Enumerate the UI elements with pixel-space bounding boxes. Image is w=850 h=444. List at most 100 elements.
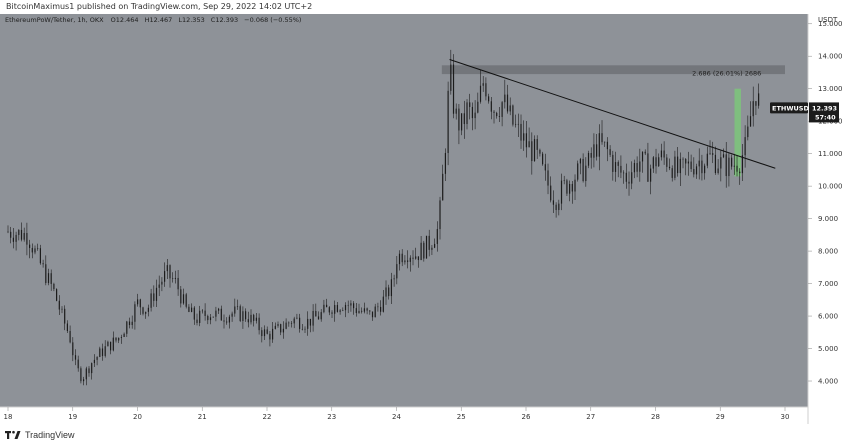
- candle: [266, 326, 268, 335]
- price-axis-tick-label: 4.000: [818, 378, 838, 386]
- candle: [752, 86, 754, 127]
- candle-body: [398, 253, 401, 265]
- candle-body: [266, 329, 268, 334]
- candle: [428, 229, 430, 257]
- candle: [110, 341, 112, 355]
- candle-body: [633, 163, 636, 173]
- candle: [191, 303, 193, 313]
- candle-body: [142, 307, 144, 314]
- candle: [663, 141, 665, 165]
- candle: [458, 103, 460, 145]
- candle: [361, 307, 363, 314]
- candle-body: [569, 183, 571, 194]
- candle: [255, 312, 258, 324]
- candle-body: [666, 157, 668, 167]
- candle: [158, 275, 160, 297]
- candle: [747, 115, 749, 141]
- candle-body: [104, 346, 106, 356]
- candle: [223, 314, 225, 329]
- candle-body: [307, 318, 309, 329]
- candle-body: [690, 161, 692, 170]
- candle-body: [722, 154, 725, 158]
- candle-body: [560, 180, 563, 204]
- candle: [655, 148, 657, 174]
- candle: [80, 366, 82, 384]
- candle: [498, 106, 501, 122]
- candle-body: [628, 181, 630, 184]
- candlestick-chart[interactable]: 4.000 5.000 6.000 7.000 8.000 9.000 10.000 11.0…: [0, 14, 850, 424]
- candle: [471, 102, 474, 131]
- candle: [193, 306, 195, 325]
- candle: [301, 324, 303, 331]
- candle-body: [720, 157, 722, 169]
- candle-body: [415, 256, 417, 259]
- candle: [366, 307, 368, 315]
- candle: [174, 270, 177, 284]
- candle: [558, 199, 560, 216]
- candle: [58, 295, 60, 315]
- candle: [93, 354, 96, 367]
- candle-body: [709, 153, 711, 154]
- candle-body: [515, 124, 517, 125]
- candle-body: [255, 317, 258, 321]
- candle: [731, 154, 733, 170]
- candle-body: [7, 231, 9, 233]
- candle-body: [228, 316, 231, 323]
- candle: [26, 222, 28, 256]
- candle: [145, 311, 147, 319]
- candle: [239, 304, 241, 323]
- candle-body: [150, 293, 152, 308]
- candle: [598, 124, 600, 171]
- price-axis-tick-label: 7.000: [818, 280, 838, 288]
- footer-brand: TradingView: [25, 430, 75, 440]
- candle-body: [596, 144, 598, 157]
- candle-body: [18, 229, 20, 235]
- candle-body: [285, 322, 287, 329]
- plot-background: [0, 14, 808, 407]
- legend-high-value: 12.467: [150, 16, 173, 24]
- chart-area[interactable]: 4.000 5.000 6.000 7.000 8.000 9.000 10.000 11.0…: [0, 14, 850, 424]
- candle-body: [299, 317, 301, 329]
- candle: [23, 227, 25, 242]
- candle: [261, 327, 263, 343]
- candle: [188, 304, 190, 313]
- candle-body: [196, 319, 198, 323]
- candle: [493, 110, 495, 124]
- candle-body: [61, 308, 63, 310]
- candle-body: [558, 203, 560, 211]
- candle-body: [309, 318, 312, 326]
- candle: [571, 181, 573, 204]
- candle-body: [277, 324, 279, 326]
- candle-body: [590, 153, 592, 158]
- candle: [269, 330, 271, 347]
- price-axis-unit: USDT: [818, 16, 838, 24]
- candle: [339, 309, 341, 315]
- candle: [442, 164, 444, 201]
- candle: [463, 100, 465, 139]
- candle-body: [523, 133, 525, 141]
- candle: [355, 302, 357, 317]
- candle: [444, 148, 447, 181]
- candle-body: [747, 126, 749, 138]
- candle: [531, 132, 533, 175]
- candle: [45, 255, 47, 286]
- legend-symbol: EthereumPoW/Tether, 1h, OKX: [5, 16, 104, 24]
- candle-body: [604, 141, 606, 143]
- resistance-zone: [441, 65, 785, 75]
- candle: [66, 320, 69, 334]
- candle: [439, 196, 441, 240]
- candle: [137, 293, 139, 307]
- candle: [353, 301, 355, 315]
- candle-body: [342, 310, 344, 311]
- candle-body: [15, 234, 17, 242]
- candle: [37, 243, 39, 251]
- candle: [477, 92, 479, 114]
- candle: [380, 300, 382, 316]
- candle-body: [612, 154, 614, 172]
- candle-body: [477, 101, 479, 113]
- candle-body: [42, 263, 44, 265]
- candle-body: [263, 329, 266, 337]
- candle: [15, 231, 17, 251]
- candle-body: [466, 102, 468, 125]
- candle-body: [655, 157, 657, 167]
